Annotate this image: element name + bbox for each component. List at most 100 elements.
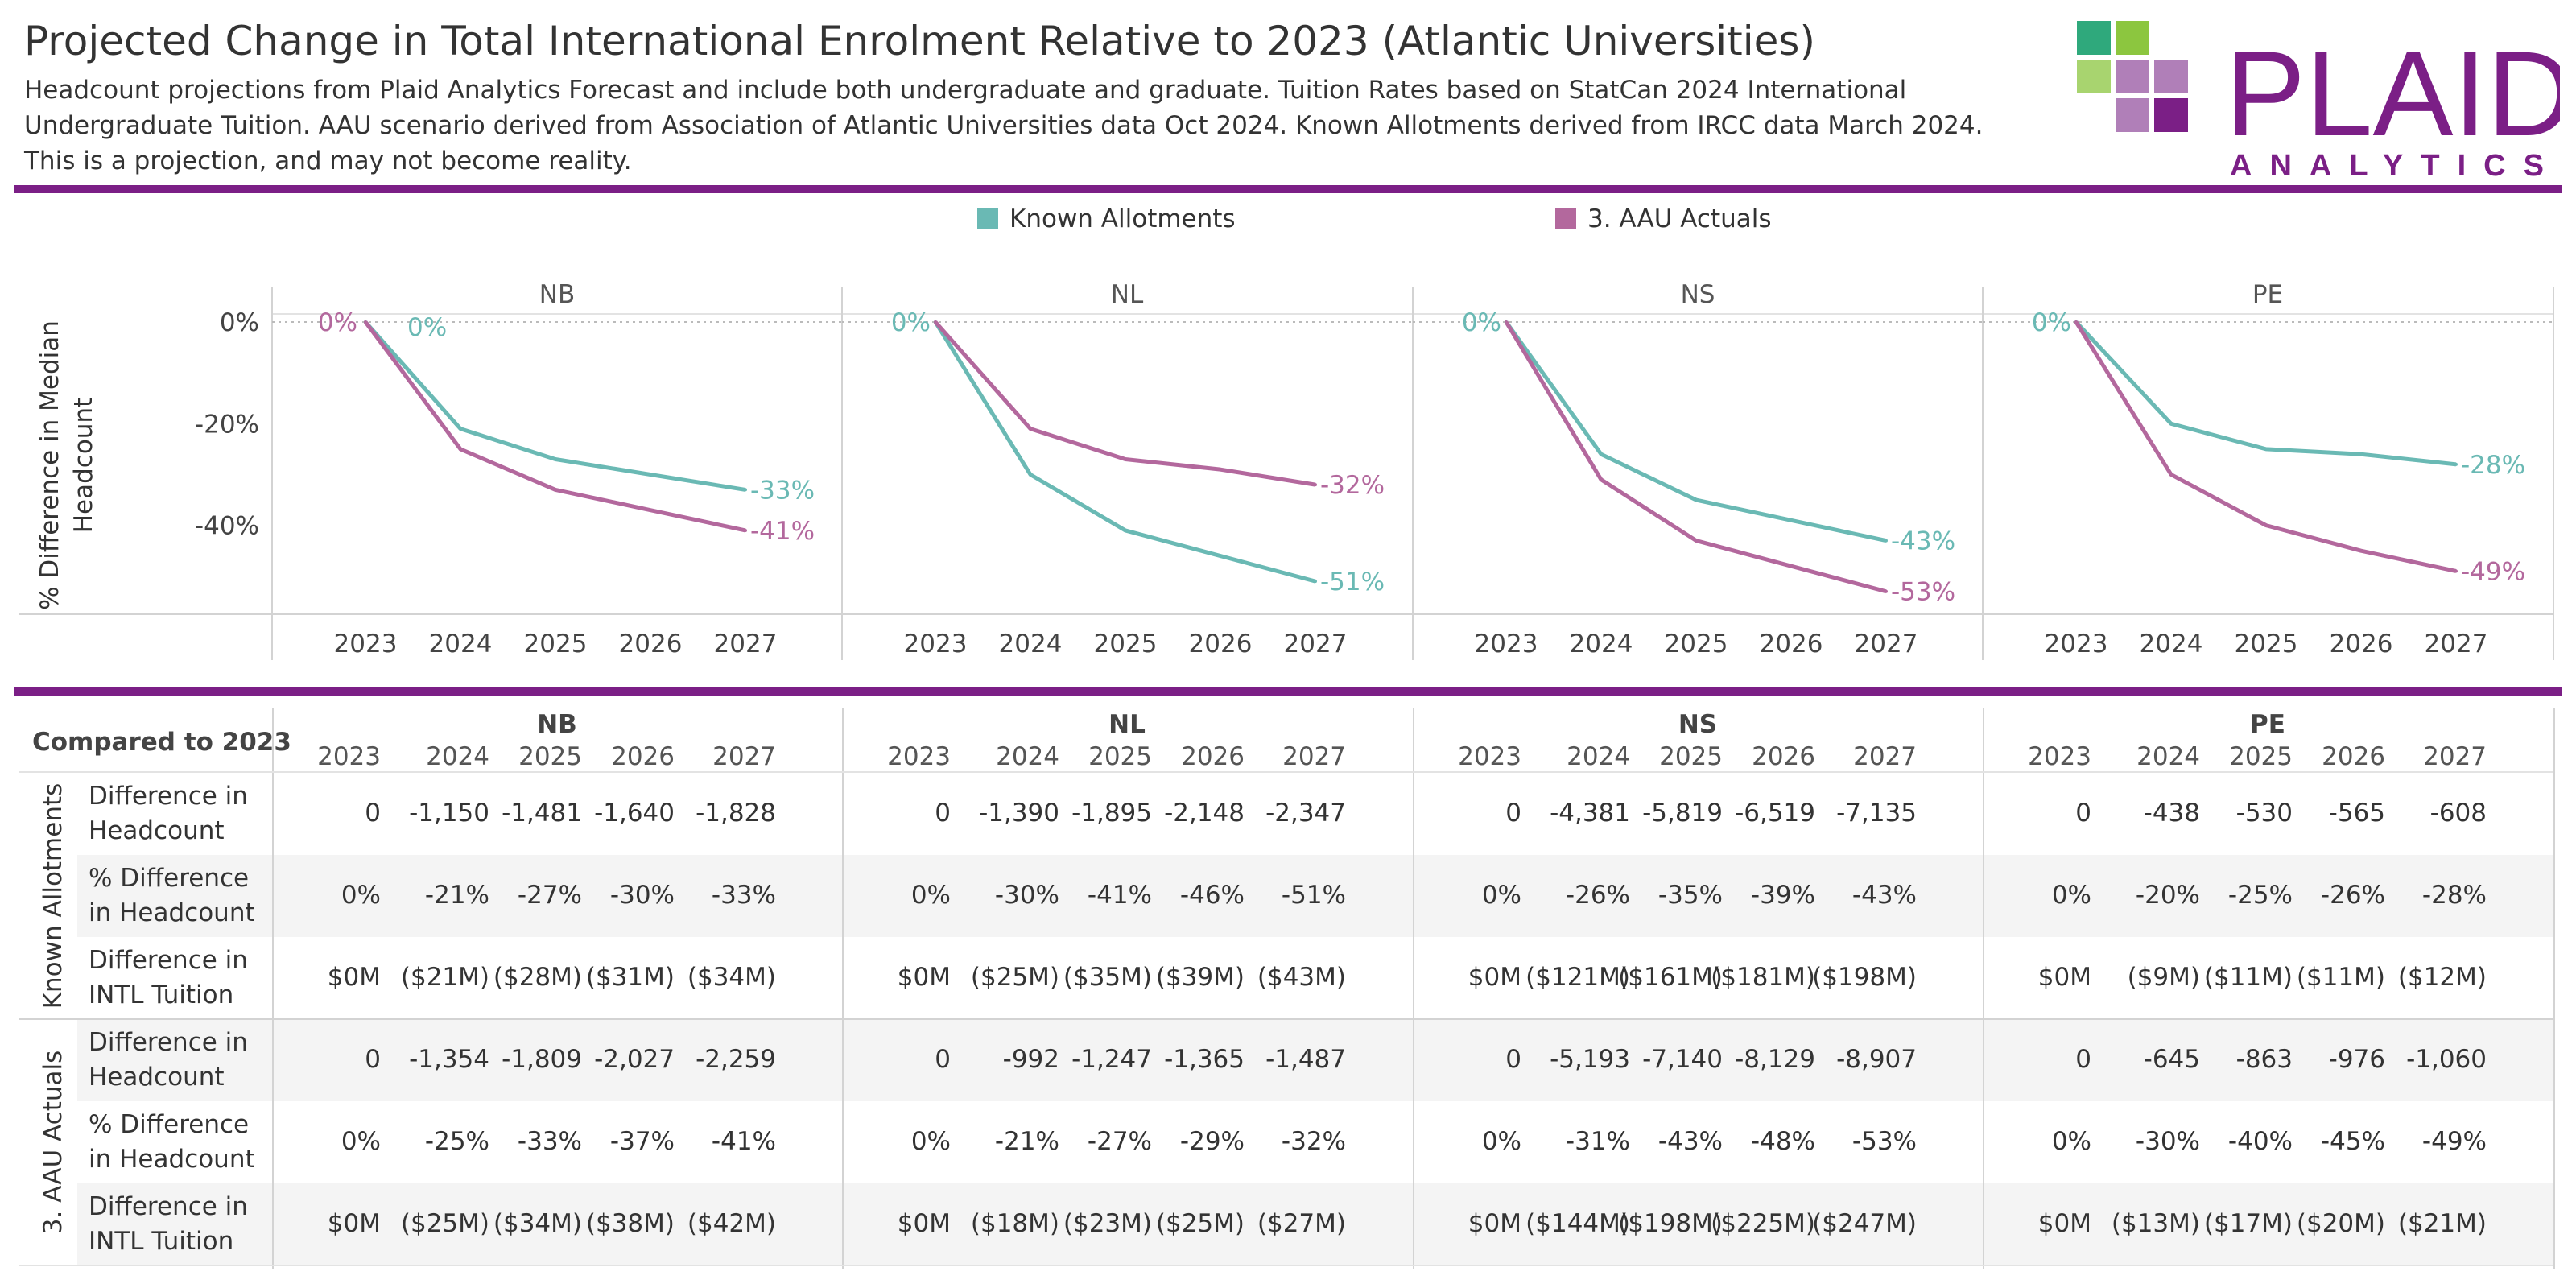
data-point (649, 508, 652, 512)
table-cell: -31% (1565, 1127, 1630, 1156)
table-cell: -40% (2227, 1127, 2293, 1156)
table-cell: 0 (2075, 1045, 2091, 1074)
table-year-header: 2027 (712, 742, 776, 771)
y-tick-label: 0% (220, 308, 259, 337)
x-tick-label: 2024 (2140, 630, 2203, 658)
legend-item-aau[interactable]: 3. AAU Actuals (1555, 203, 1772, 235)
table-year-header: 2027 (2423, 742, 2487, 771)
table-cell: ($20M) (2296, 1209, 2385, 1238)
panel-title-nb: NB (539, 280, 575, 309)
x-tick-label: 2026 (619, 630, 683, 658)
table-cell: ($247M) (1812, 1209, 1917, 1238)
data-point (2169, 473, 2173, 477)
table-year-header: 2025 (2229, 742, 2293, 771)
table-cell: $0M (1468, 1209, 1521, 1238)
logo-tile (2077, 21, 2111, 55)
data-point (2169, 422, 2173, 426)
table-cell: $0M (327, 1209, 381, 1238)
logo-tile (2077, 60, 2111, 93)
row-label: Difference in Headcount (89, 782, 248, 845)
data-point (459, 427, 462, 431)
y-tick-label: -20% (195, 410, 259, 439)
table-cell: ($225M) (1711, 1209, 1815, 1238)
logo-tile (2154, 60, 2188, 93)
table-cell: -28% (2421, 881, 2487, 910)
row-label: Difference in INTL Tuition (89, 1192, 248, 1256)
table-cell: 0 (365, 1045, 381, 1074)
table-cell: ($121M) (1525, 963, 1630, 992)
table-cell: 0 (935, 1045, 951, 1074)
table-cell: -21% (994, 1127, 1059, 1156)
table-cell: -1,390 (979, 799, 1059, 828)
row-stripe (77, 855, 2553, 937)
data-label-start: 0% (318, 308, 357, 337)
table-cell: ($42M) (687, 1209, 776, 1238)
x-tick-label: 2023 (904, 630, 968, 658)
table-cell: -43% (1657, 1127, 1723, 1156)
table-cell: -51% (1281, 881, 1346, 910)
row-label: % Difference in Headcount (89, 1110, 255, 1174)
table-cell: 0 (935, 799, 951, 828)
table-cell: ($21M) (2397, 1209, 2487, 1238)
table-year-header: 2026 (1752, 742, 1815, 771)
plaid-analytics-logo: PLAID ANALYTICS (2077, 21, 2560, 182)
data-point (1219, 554, 1222, 558)
y-tick-label: -40% (195, 512, 259, 541)
table-cell: -49% (2421, 1127, 2487, 1156)
logo-tile (2154, 98, 2188, 132)
data-point (364, 320, 367, 324)
legend-item-known[interactable]: Known Allotments (977, 203, 1236, 235)
x-tick-label: 2023 (2045, 630, 2108, 658)
table-cell: -33% (517, 1127, 582, 1156)
table-cell: ($38M) (585, 1209, 675, 1238)
data-point (744, 488, 747, 492)
table-cell: 0 (365, 799, 381, 828)
data-point (1314, 580, 1317, 584)
row-stripe (77, 1183, 2553, 1265)
table-cell: ($39M) (1155, 963, 1245, 992)
x-tick-label: 2025 (1665, 630, 1728, 658)
data-label-start: 0% (891, 308, 931, 337)
panel-title-ns: NS (1681, 280, 1715, 309)
panel-title-pe: PE (2252, 280, 2283, 309)
logo-tile (2116, 60, 2149, 93)
logo-sub: ANALYTICS (2230, 149, 2560, 182)
table-cell: ($27M) (1257, 1209, 1346, 1238)
row-group-label: Known Allotments (39, 782, 68, 1009)
table-cell: ($9M) (2127, 963, 2200, 992)
row-group-label: 3. AAU Actuals (39, 1050, 68, 1235)
table-cell: -25% (424, 1127, 489, 1156)
table-cell: 0 (1505, 1045, 1521, 1074)
table-cell: $0M (327, 963, 381, 992)
series-line-known (933, 320, 1316, 584)
data-point (554, 488, 557, 492)
series-line-known (1504, 320, 1887, 543)
line-chart: % Difference in Median Headcount 0% -20% -40… (19, 280, 2554, 660)
data-point (2074, 320, 2078, 324)
table-cell: -39% (1750, 881, 1815, 910)
table-cell: ($11M) (2203, 963, 2293, 992)
table-cell: ($181M) (1711, 963, 1815, 992)
data-label-end: -51% (1320, 568, 1385, 597)
data-point (1029, 473, 1032, 477)
column-divider (2553, 708, 2555, 1269)
data-point (1600, 452, 1603, 456)
data-point (2359, 452, 2363, 456)
table-cell: -46% (1179, 881, 1245, 910)
x-tick-label: 2024 (1570, 630, 1633, 658)
logo-tile (2116, 21, 2149, 55)
data-point (1600, 477, 1603, 481)
data-point (1029, 427, 1032, 431)
table-cell: -53% (1852, 1127, 1917, 1156)
table-cell: -2,259 (696, 1045, 776, 1074)
page-subtitle: Headcount projections from Plaid Analyti… (24, 72, 1984, 179)
table-cell: -29% (1179, 1127, 1245, 1156)
table-cell: -32% (1281, 1127, 1346, 1156)
table-cell: -608 (2429, 799, 2487, 828)
table-cell: -1,487 (1265, 1045, 1346, 1074)
table-cell: ($12M) (2397, 963, 2487, 992)
table-year-header: 2025 (1088, 742, 1152, 771)
table-cell: 0% (1481, 1127, 1521, 1156)
table-cell: 0% (910, 1127, 951, 1156)
table-year-header: 2026 (2322, 742, 2385, 771)
